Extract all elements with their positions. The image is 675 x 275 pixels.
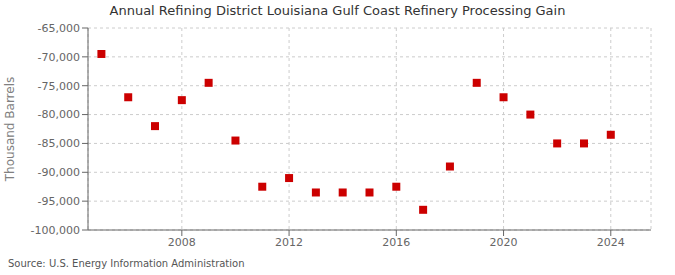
svg-text:-100,000: -100,000	[31, 224, 80, 237]
html-text:Annual Refining District Louis: Annual Refining District Louisiana Gulf …	[109, 3, 566, 18]
svg-text:-70,000: -70,000	[38, 51, 80, 64]
svg-text:2016: 2016	[382, 236, 410, 249]
svg-text:-75,000: -75,000	[38, 80, 80, 93]
html-text:Source: U.S. Energy Informatio: Source: U.S. Energy Information Administ…	[8, 258, 245, 269]
svg-text:-65,000: -65,000	[38, 22, 80, 35]
svg-text:2024: 2024	[597, 236, 625, 249]
svg-text:-85,000: -85,000	[38, 137, 80, 150]
svg-text:-95,000: -95,000	[38, 195, 80, 208]
svg-text:-90,000: -90,000	[38, 166, 80, 179]
svg-text:-80,000: -80,000	[38, 108, 80, 121]
svg-text:2020: 2020	[490, 236, 518, 249]
svg-text:2008: 2008	[168, 236, 196, 249]
svg-text:Thousand Barrels: Thousand Barrels	[8, 77, 17, 182]
svg-text:2012: 2012	[275, 236, 303, 249]
